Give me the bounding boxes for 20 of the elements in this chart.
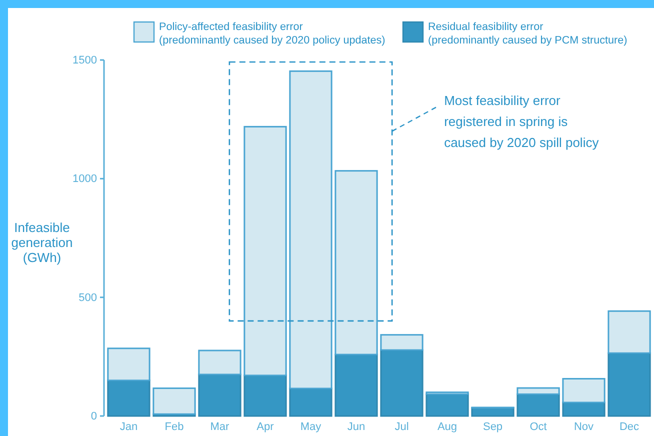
x-tick-label: Apr bbox=[256, 420, 274, 433]
y-axis-title: Infeasible generation (GWh) bbox=[11, 220, 73, 265]
y-tick-label: 1000 bbox=[72, 173, 97, 186]
x-tick-label: Jan bbox=[120, 420, 138, 433]
x-tick-label: Mar bbox=[210, 420, 230, 433]
x-tick-label: May bbox=[300, 420, 322, 433]
legend-label: Policy-affected feasibility error (predominantly caused by 2020 policy updates) bbox=[159, 21, 386, 46]
annotation: Most feasibility error registered in spring is caused by 2020 spill policy bbox=[444, 93, 600, 150]
y-tick-label: 1500 bbox=[72, 54, 97, 67]
legend-label: Residual feasibility error (predominantly caused by PCM structure) bbox=[428, 21, 628, 46]
x-tick-label: Dec bbox=[619, 420, 640, 433]
x-tick-label: Jul bbox=[394, 420, 409, 433]
x-tick-label: Oct bbox=[530, 420, 547, 433]
y-tick-label: 0 bbox=[90, 410, 97, 423]
y-tick-label: 500 bbox=[78, 292, 97, 304]
x-tick-label: Jun bbox=[347, 420, 366, 433]
x-tick-label: Feb bbox=[164, 420, 184, 433]
x-tick-label: Aug bbox=[437, 420, 458, 433]
x-tick-label: Nov bbox=[574, 420, 594, 433]
x-tick-label: Sep bbox=[482, 420, 503, 433]
